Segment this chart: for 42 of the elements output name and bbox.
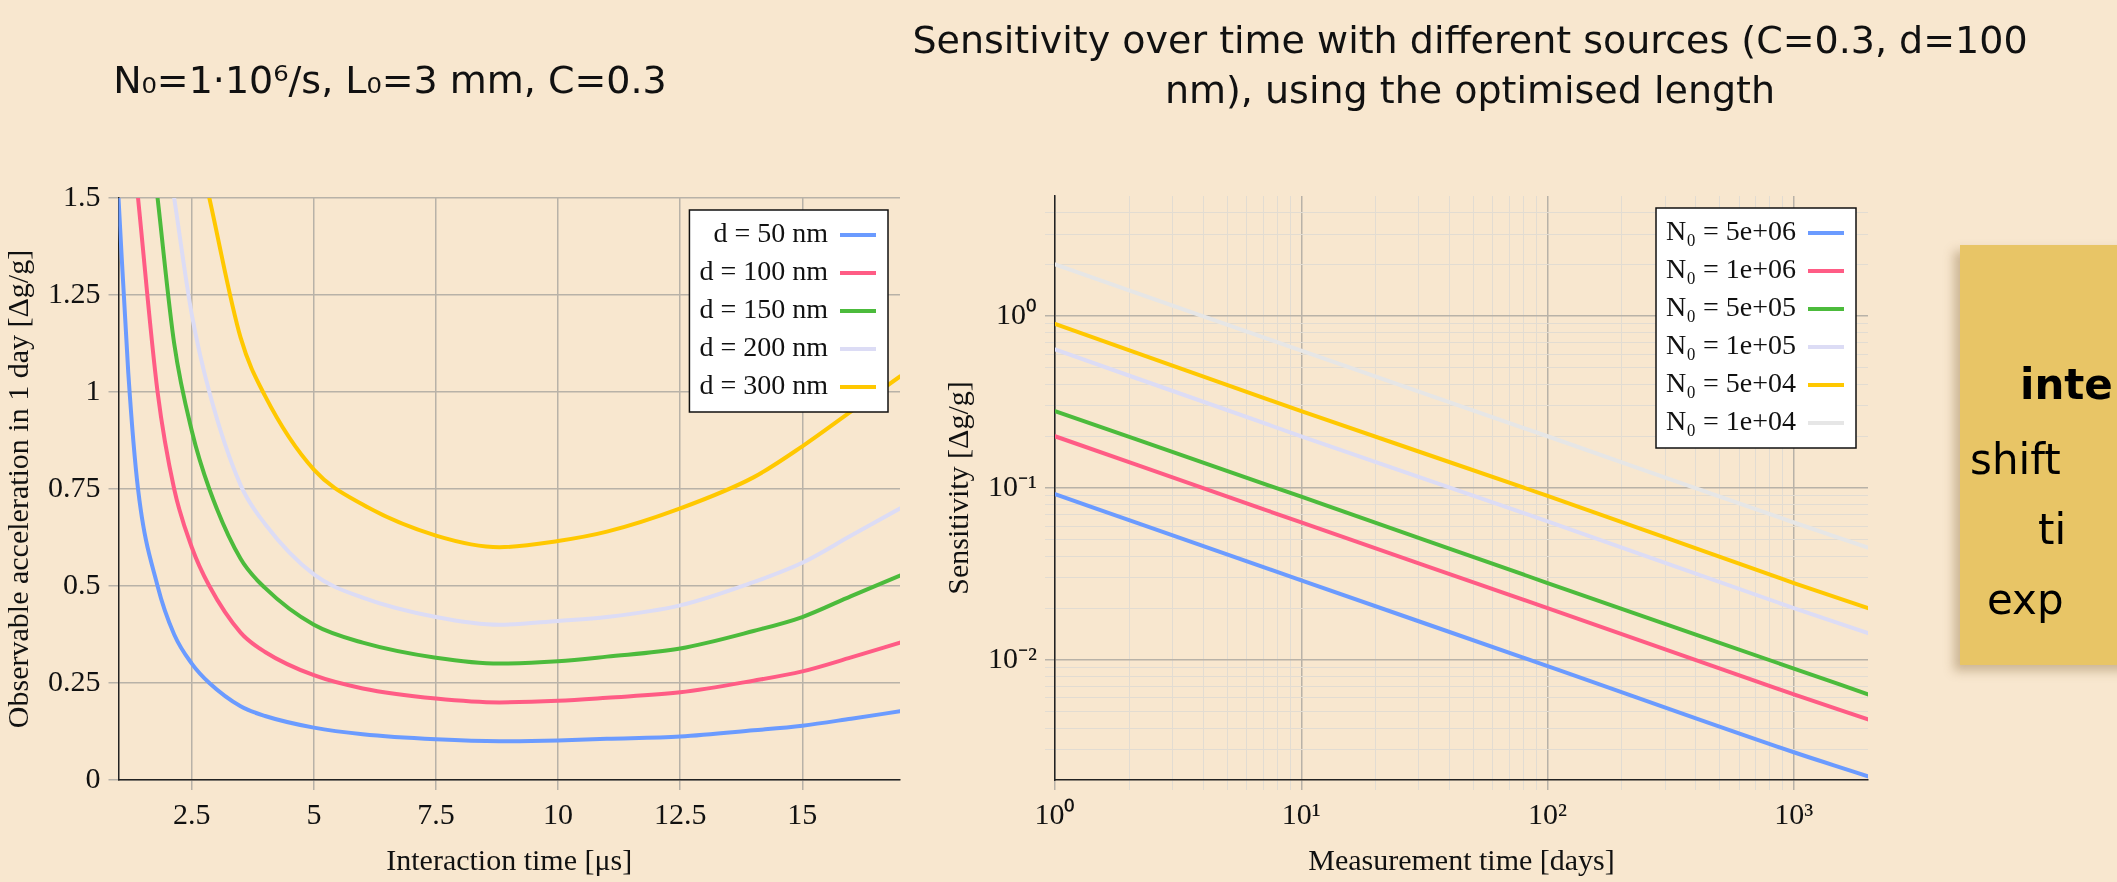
text: ti [2038, 505, 2067, 554]
x-tick-label: 10² [1528, 796, 1568, 830]
x-tick-label: 7.5 [417, 796, 455, 830]
y-tick-label: 0 [85, 760, 101, 794]
legend-label: d = 300 nm [699, 369, 829, 401]
chart-title: N₀=1·10⁶/s, L₀=3 mm, C=0.3 [112, 57, 668, 104]
text: shift [1970, 435, 2061, 484]
y-tick-label: 1 [85, 372, 101, 406]
legend-label: N₀ = 1e+05 [1666, 329, 1796, 361]
y-tick-label: 10⁻¹ [987, 468, 1037, 502]
y-tick-label: 1.25 [48, 275, 101, 309]
y-tick-label: 10⁻² [987, 640, 1037, 674]
legend-label: N₀ = 5e+04 [1666, 367, 1796, 399]
y-tick-label: 0.75 [48, 469, 101, 503]
x-tick-label: 10³ [1774, 796, 1814, 830]
x-axis-title: Measurement time [days] [1308, 842, 1615, 876]
legend-label: d = 50 nm [713, 217, 829, 249]
legend-label: N₀ = 5e+06 [1666, 215, 1796, 247]
x-tick-label: 2.5 [173, 796, 211, 830]
text: inte [2020, 360, 2113, 409]
text: exp [1987, 575, 2064, 624]
x-tick-label: 15 [787, 796, 818, 830]
x-tick-label: 5 [306, 796, 322, 830]
y-tick-label: 0.25 [48, 663, 101, 697]
y-tick-label: 1.5 [63, 178, 101, 212]
legend-label: d = 200 nm [699, 331, 829, 363]
x-tick-label: 10⁰ [1034, 796, 1076, 830]
legend-label: d = 150 nm [699, 293, 829, 325]
chart-title: Sensitivity over time with different sources (C=0.3, d=100 nm), using the optimised length [911, 17, 2029, 114]
legend-label: N₀ = 1e+06 [1666, 253, 1796, 285]
x-axis-title: Interaction time [μs] [386, 842, 633, 876]
legend-label: N₀ = 5e+05 [1666, 291, 1796, 323]
y-tick-label: 10⁰ [995, 297, 1037, 331]
y-tick-label: 0.5 [63, 566, 101, 600]
x-tick-label: 10 [543, 796, 574, 830]
x-tick-label: 10¹ [1281, 796, 1321, 830]
y-axis-title: Observable acceleration in 1 day [Δg/g] [0, 249, 34, 729]
legend-label: N₀ = 1e+04 [1666, 405, 1796, 437]
x-tick-label: 12.5 [653, 796, 707, 830]
line-series [207, 198, 900, 550]
y-axis-title: Sensitivity [Δg/g] [940, 381, 974, 595]
legend-label: d = 100 nm [699, 255, 829, 287]
